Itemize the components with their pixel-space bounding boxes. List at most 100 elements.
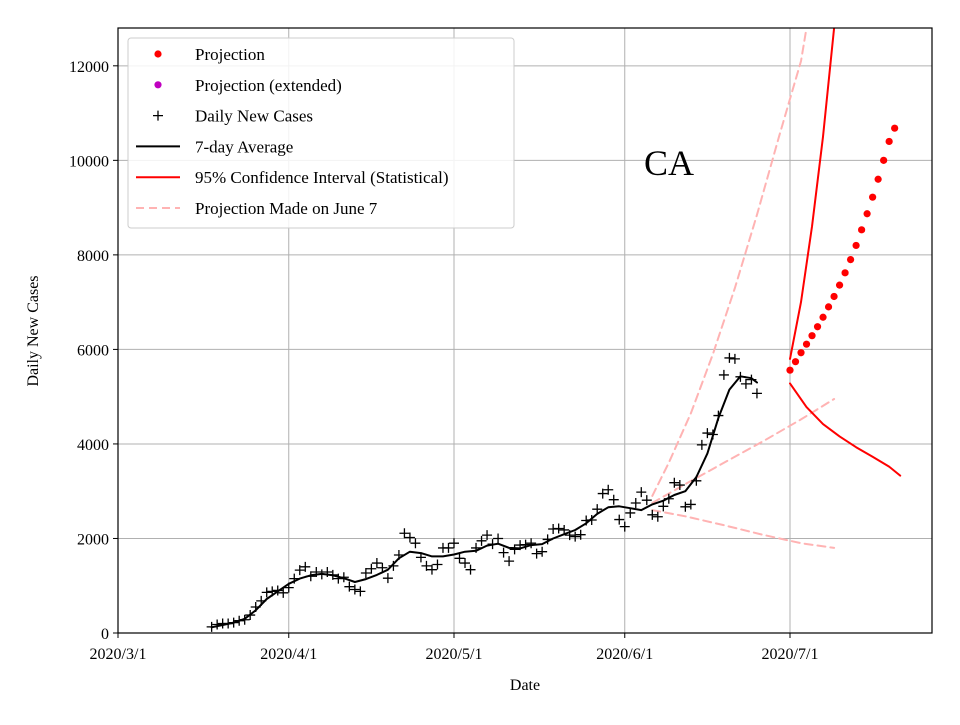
legend-label: 95% Confidence Interval (Statistical) [195, 168, 449, 187]
daily-case-marker [234, 615, 245, 626]
daily-case-marker [471, 542, 482, 553]
x-tick-label: 2020/7/1 [762, 646, 819, 663]
projection-point [786, 366, 794, 374]
daily-case-marker [355, 586, 366, 597]
projection-point [869, 193, 877, 201]
projection-point [813, 323, 822, 331]
daily-case-marker [327, 569, 338, 580]
daily-case-marker [272, 585, 283, 596]
daily-case-marker [685, 499, 696, 510]
daily-case-marker [586, 515, 597, 526]
daily-case-marker [619, 521, 630, 532]
daily-case-marker [702, 428, 713, 439]
daily-case-marker [735, 371, 746, 382]
daily-case-marker [696, 439, 707, 450]
series-layer [206, 28, 902, 632]
daily-case-marker [305, 571, 316, 582]
daily-case-marker [454, 553, 465, 564]
daily-case-marker [289, 573, 300, 584]
daily-case-marker [399, 528, 410, 539]
projection-point [846, 256, 855, 264]
projection-point [830, 292, 838, 301]
projection-point [880, 156, 888, 164]
legend-marker-plus [153, 110, 163, 121]
legend-marker-dot [154, 81, 162, 89]
daily-case-marker [487, 539, 498, 550]
projection-made-on-june-7-lower-line [651, 509, 836, 549]
daily-case-marker [718, 369, 729, 380]
projection-point [797, 349, 805, 357]
daily-case-marker [542, 534, 553, 545]
daily-case-marker [245, 610, 256, 621]
daily-case-marker [460, 558, 471, 569]
daily-case-marker [338, 572, 349, 583]
projection-made-on-june-7-upper-line [651, 28, 808, 497]
daily-case-marker [410, 538, 421, 549]
legend-entry-projection: Projection [154, 45, 265, 64]
daily-case-marker [674, 480, 685, 491]
daily-case-marker [344, 581, 355, 592]
daily-case-marker [212, 619, 223, 630]
daily-case-marker [278, 587, 289, 598]
daily-case-marker [316, 569, 327, 580]
daily-case-marker [553, 523, 564, 534]
legend-label: 7-day Average [195, 137, 293, 156]
legend-entry-proj-june7: Projection Made on June 7 [136, 199, 378, 218]
daily-case-marker [388, 560, 399, 571]
ticks-layer: 2020/3/1 2020/4/1 2020/5/1 2020/6/1 2020/7/1… [69, 59, 818, 663]
legend: Projection Projection (extended) Daily New… [127, 37, 515, 229]
daily-case-marker [597, 488, 608, 499]
projection-point [824, 303, 833, 311]
daily-case-marker [625, 507, 636, 518]
legend-label: Daily New Cases [195, 107, 313, 126]
plot-frame [117, 27, 933, 634]
daily-case-marker [366, 563, 377, 574]
daily-case-marker [537, 546, 548, 557]
daily-case-marker [393, 550, 404, 561]
projection-point [791, 358, 800, 366]
daily-case-marker [404, 532, 415, 543]
daily-case-marker [603, 484, 614, 495]
projection-point [891, 124, 899, 132]
y-tick-label: 0 [101, 626, 109, 643]
legend-marker-dot [154, 50, 162, 58]
daily-case-marker [371, 558, 382, 569]
legend-entry-avg7: 7-day Average [136, 137, 293, 156]
daily-case-marker [250, 602, 261, 613]
daily-case-marker [493, 533, 504, 544]
legend-label: Projection (extended) [195, 76, 342, 95]
daily-case-marker [382, 573, 393, 584]
daily-case-marker [614, 514, 625, 525]
daily-case-marker [206, 621, 217, 632]
daily-case-marker [559, 524, 570, 535]
daily-case-marker [465, 564, 476, 575]
x-tick-label: 2020/6/1 [596, 646, 653, 663]
daily-case-marker [729, 353, 740, 364]
legend-label: Projection [195, 45, 265, 64]
y-tick-label: 12000 [69, 59, 109, 76]
daily-case-marker [663, 493, 674, 504]
daily-case-marker [520, 539, 531, 550]
legend-entry-daily-new-cases: Daily New Cases [153, 107, 313, 126]
daily-case-marker [751, 388, 762, 399]
daily-case-marker [724, 352, 735, 363]
x-tick-label: 2020/5/1 [426, 646, 483, 663]
projection-point [858, 226, 866, 234]
daily-case-marker [311, 567, 322, 578]
daily-case-marker [669, 477, 680, 488]
projection-point [874, 175, 882, 183]
daily-case-marker [267, 586, 278, 597]
daily-case-marker [476, 535, 487, 546]
projection-point [841, 269, 849, 277]
legend-entries: Projection Projection (extended) Daily New… [136, 45, 449, 218]
projection-point [808, 332, 816, 340]
legend-box [127, 37, 515, 229]
x-axis-title: Date [510, 677, 540, 694]
daily-case-marker [256, 595, 267, 606]
daily-case-marker [322, 567, 333, 578]
daily-case-marker [509, 544, 520, 555]
daily-case-marker [740, 378, 751, 389]
daily-case-marker [652, 511, 663, 522]
legend-entry-projection-extended: Projection (extended) [154, 76, 342, 95]
